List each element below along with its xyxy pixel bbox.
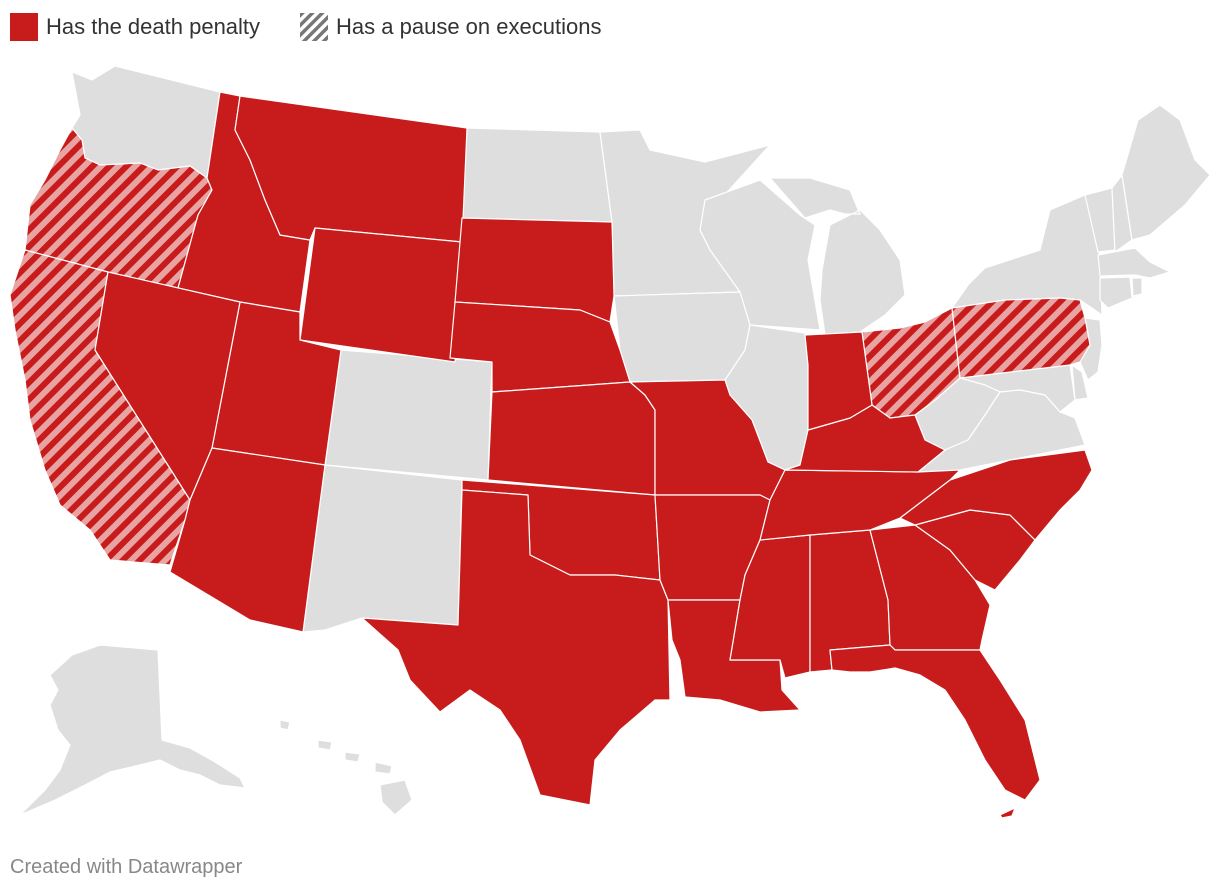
state-north-carolina (899, 449, 1093, 541)
state-wyoming (299, 227, 463, 363)
hatched-swatch-icon (300, 13, 329, 41)
solid-red-swatch-icon (10, 13, 38, 41)
state-kansas (487, 381, 656, 496)
legend-label: Has a pause on executions (336, 14, 602, 39)
state-hawaii (279, 719, 413, 816)
state-new-york (951, 194, 1103, 316)
state-texas (361, 489, 671, 806)
state-indiana (804, 331, 873, 431)
state-rhode-island (1131, 277, 1143, 297)
state-florida-keys (999, 807, 1016, 819)
state-north-dakota (461, 127, 613, 223)
footer-credit: Created with Datawrapper (10, 856, 243, 878)
state-florida (829, 644, 1041, 801)
state-wisconsin (699, 179, 821, 331)
state-pennsylvania (951, 297, 1091, 379)
legend: Has the death penalty Has a pause on exe… (10, 10, 601, 44)
state-maine (1121, 104, 1211, 241)
legend-item-death-penalty: Has the death penalty (10, 13, 260, 41)
state-delaware (1071, 364, 1089, 401)
state-iowa (613, 291, 751, 383)
state-colorado (324, 349, 493, 481)
state-massachusetts (1097, 247, 1171, 279)
state-kentucky (784, 404, 946, 473)
state-washington (71, 65, 221, 179)
state-alaska (19, 644, 246, 816)
state-new-mexico (302, 464, 463, 633)
state-connecticut (1099, 276, 1133, 309)
state-arizona (169, 447, 326, 633)
state-michigan (769, 177, 906, 336)
state-montana (234, 95, 468, 243)
legend-label: Has the death penalty (46, 14, 261, 39)
legend-item-pause: Has a pause on executions (300, 13, 601, 41)
